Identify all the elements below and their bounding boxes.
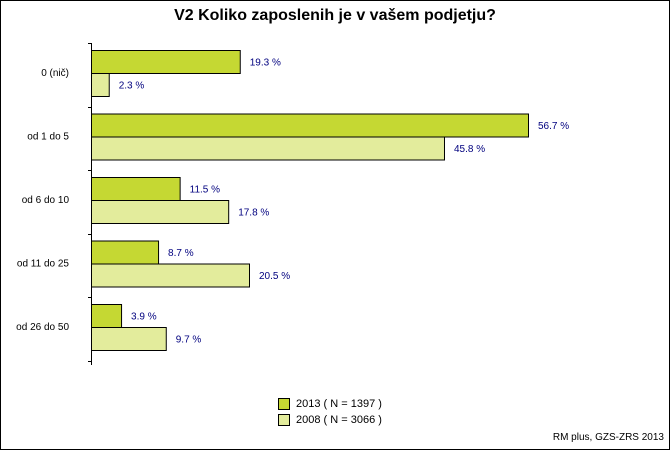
source-note: RM plus, GZS-ZRS 2013: [552, 432, 664, 443]
chart-title: V2 Koliko zaposlenih je v vašem podjetju…: [174, 7, 496, 24]
data-label: 56.7 %: [538, 121, 569, 132]
legend-item-2013: 2013 ( N = 1397 ): [278, 396, 382, 412]
data-label: 45.8 %: [454, 144, 485, 155]
legend-swatch-2013: [278, 398, 290, 410]
data-label: 8.7 %: [168, 248, 194, 259]
bar-2008: [91, 263, 250, 288]
data-label: 17.8 %: [238, 208, 269, 219]
category-label: 0 (nič): [41, 68, 69, 79]
bar-2013: [91, 304, 123, 328]
category-label: od 11 do 25: [17, 259, 70, 270]
data-label: 20.5 %: [259, 271, 290, 282]
bar-2008: [91, 327, 167, 351]
category-label: od 6 do 10: [22, 195, 70, 206]
legend-label-2013: 2013 ( N = 1397 ): [296, 398, 382, 410]
bar-2013: [91, 50, 241, 74]
bar-2013: [91, 177, 181, 201]
legend-swatch-2008: [278, 414, 290, 426]
legend: 2013 ( N = 1397 ) 2008 ( N = 3066 ): [278, 396, 382, 428]
category-label: od 1 do 5: [27, 132, 69, 143]
data-label: 3.9 %: [131, 312, 157, 323]
data-label: 9.7 %: [176, 335, 202, 346]
data-label: 2.3 %: [119, 81, 145, 92]
bar-2013: [91, 113, 529, 138]
data-label: 19.3 %: [250, 58, 281, 69]
legend-label-2008: 2008 ( N = 3066 ): [296, 414, 382, 426]
bar-2008: [91, 73, 110, 97]
bar-2013: [91, 240, 160, 265]
legend-item-2008: 2008 ( N = 3066 ): [278, 412, 382, 428]
bar-2008: [91, 136, 445, 161]
category-label: od 26 do 50: [16, 322, 69, 333]
data-label: 11.5 %: [190, 185, 220, 196]
bar-2008: [91, 200, 230, 224]
